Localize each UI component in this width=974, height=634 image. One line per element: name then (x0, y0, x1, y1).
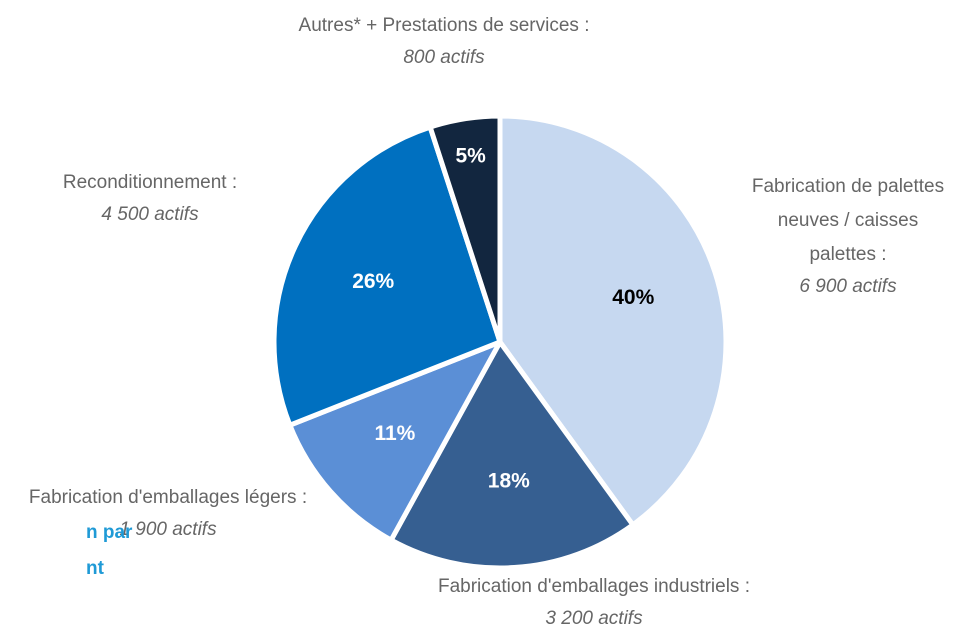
count-label: 3 200 actifs (545, 608, 643, 629)
value-label: 5% (455, 144, 486, 167)
category-label: Autres* + Prestations de services : (298, 15, 590, 36)
slice-label: Autres* + Prestations de services : 800 a… (294, 9, 594, 73)
pie-slice (427, 113, 503, 345)
slice-label: Fabrication de palettes neuves / caisses… (748, 170, 948, 302)
category-label: Fabrication d'emballages légers : (28, 487, 308, 508)
pie-slice (388, 339, 636, 571)
value-label: 11% (374, 422, 415, 445)
pie-slice (287, 339, 503, 543)
count-label: 1 900 actifs (119, 519, 217, 540)
pie-slice (497, 113, 729, 528)
count-label: 6 900 actifs (799, 276, 897, 297)
category-label: Fabrication d'emballages industriels : (437, 576, 750, 597)
category-label: Reconditionnement : (62, 172, 238, 193)
slice-label: Fabrication d'emballages industriels : 3 … (354, 570, 834, 634)
value-label: 26% (352, 270, 394, 293)
count-label: 800 actifs (403, 47, 485, 68)
value-label: 18% (488, 469, 530, 492)
category-label: Fabrication de palettes neuves / caisses… (751, 176, 945, 265)
side-text: nt (86, 558, 104, 579)
side-text: n par (86, 522, 133, 543)
slice-label: Reconditionnement : 4 500 actifs (0, 166, 300, 230)
value-label: 40% (612, 286, 654, 309)
pie-slice (271, 124, 503, 428)
slice-label: Fabrication d'emballages légers : 1 900 a… (13, 481, 323, 545)
count-label: 4 500 actifs (101, 204, 199, 225)
